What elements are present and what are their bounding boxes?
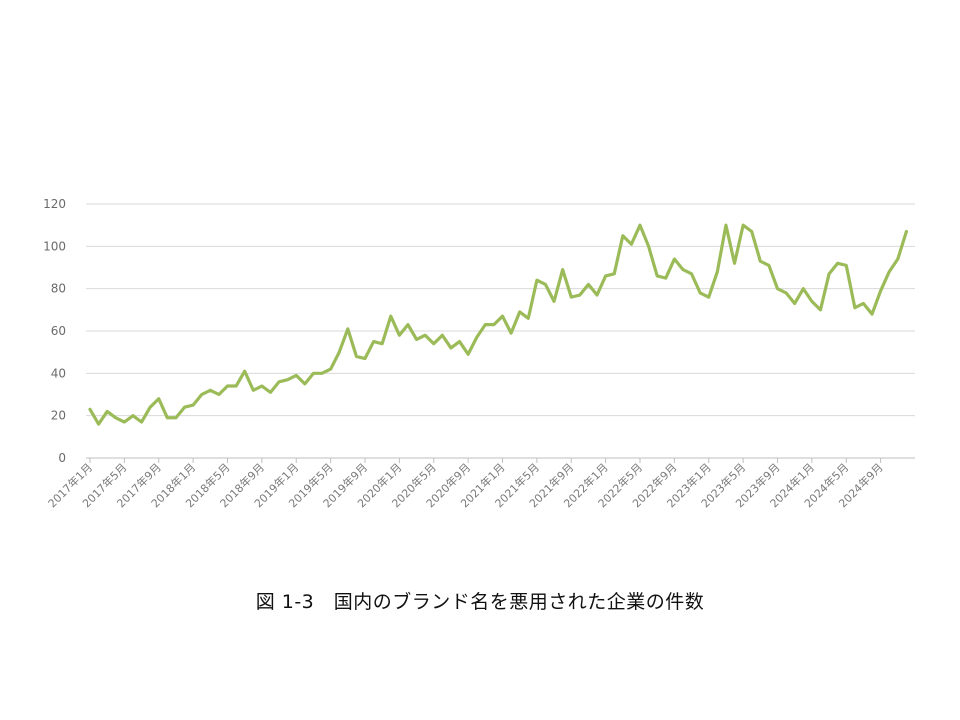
series-line-0 — [88, 223, 909, 426]
y-axis-tick-labels: 0 20 40 60 80 100 120 — [43, 197, 66, 465]
y-tick-label: 40 — [51, 366, 66, 380]
y-tick-label: 80 — [51, 282, 66, 296]
series-layer — [88, 223, 909, 426]
figure-caption: 図 1-3 国内のブランド名を悪用された企業の件数 — [255, 591, 705, 613]
y-tick-label: 20 — [51, 409, 66, 423]
x-axis: 2017年1月2017年5月2017年9月2018年1月2018年5月2018年… — [45, 457, 915, 510]
y-tick-label: 60 — [51, 324, 66, 338]
y-tick-label: 120 — [43, 197, 66, 211]
y-tick-label: 100 — [43, 239, 66, 253]
gridlines — [86, 203, 915, 417]
y-tick-label: 0 — [58, 451, 66, 465]
